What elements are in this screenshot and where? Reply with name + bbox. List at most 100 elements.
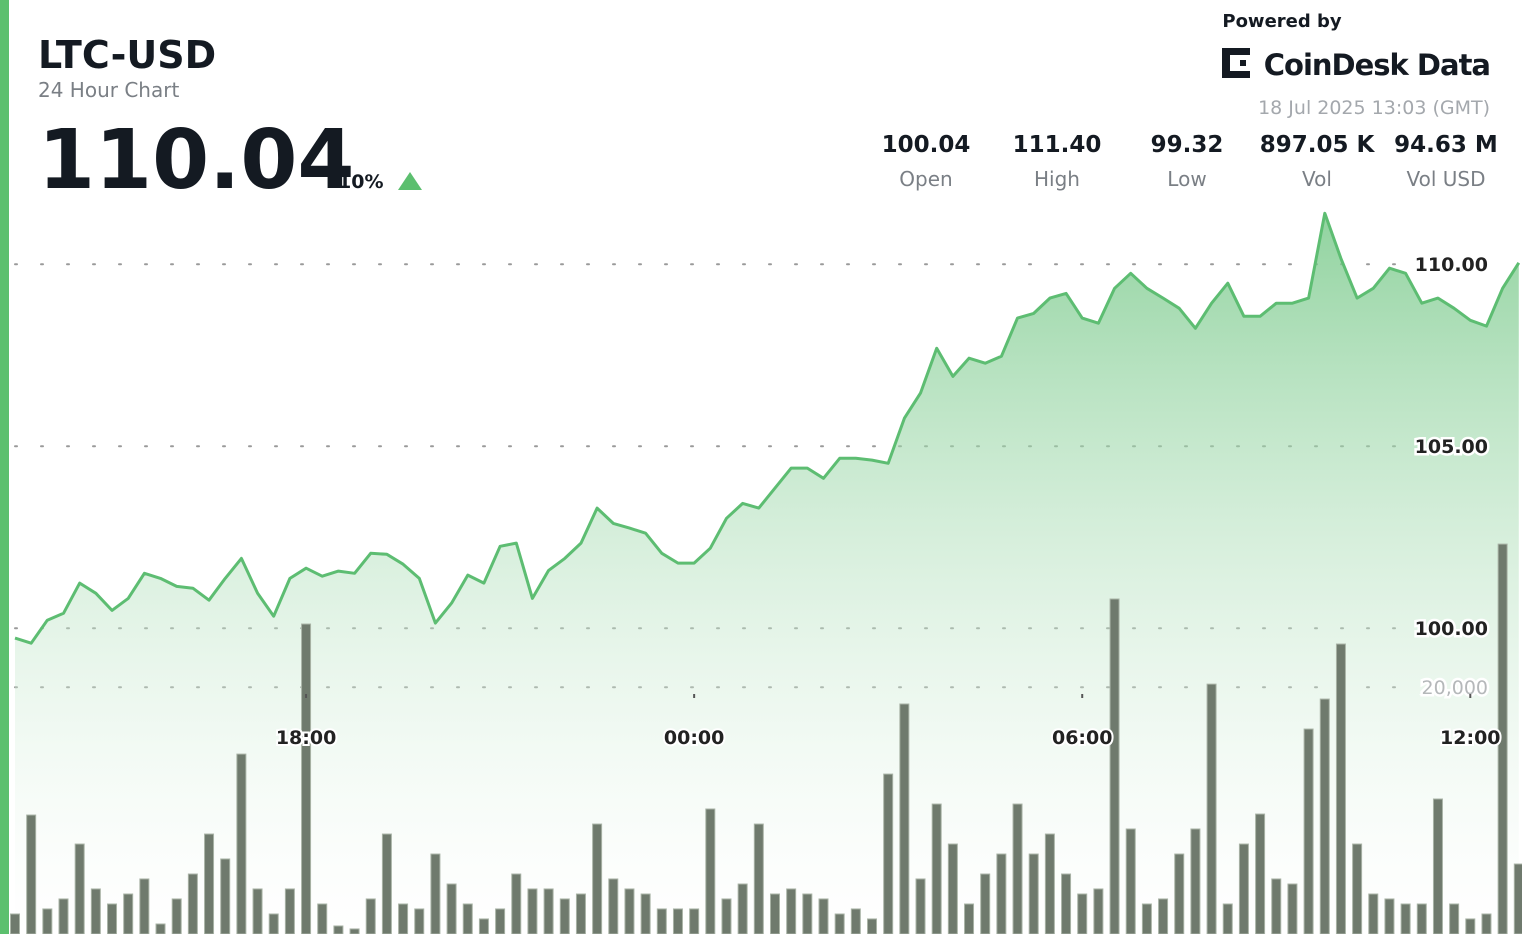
volume-bar — [867, 918, 878, 934]
volume-bar — [74, 843, 85, 934]
volume-bar — [980, 873, 991, 934]
volume-bar — [608, 878, 619, 934]
volume-bar — [107, 903, 118, 934]
stat-label: Open — [899, 167, 952, 191]
volume-bar — [1271, 878, 1282, 934]
volume-bar — [1465, 918, 1476, 934]
stat-label: Vol USD — [1406, 167, 1485, 191]
volume-bar — [414, 908, 425, 934]
stat-value: 99.32 — [1151, 132, 1224, 158]
brand: CoinDesk Data — [1264, 48, 1490, 82]
volume-bar — [446, 883, 457, 934]
area-fill — [15, 213, 1519, 934]
volume-bar — [430, 853, 441, 934]
volume-bar — [1368, 893, 1379, 934]
volume-bar — [90, 888, 101, 934]
volume-bar — [1352, 843, 1363, 934]
volume-bar — [284, 888, 295, 934]
volume-bar — [511, 873, 522, 934]
volume-bar — [171, 898, 182, 934]
volume-bar — [672, 908, 683, 934]
price-line — [14, 211, 1521, 645]
volume-bar — [495, 908, 506, 934]
volume-bar — [527, 888, 538, 934]
volume-bar — [123, 893, 134, 934]
volume-bar — [58, 898, 69, 934]
volume-bar — [1303, 728, 1314, 934]
volume-bar — [543, 888, 554, 934]
x-tick-label: 18:00 — [276, 727, 336, 749]
volume-bar — [1028, 853, 1039, 934]
volume-bar — [575, 893, 586, 934]
volume-bar — [365, 898, 376, 934]
volume-bar — [689, 908, 700, 934]
volume-bar — [252, 888, 263, 934]
x-tick-label: 06:00 — [1052, 727, 1112, 749]
volume-bar — [155, 923, 166, 934]
volume-bar — [398, 903, 409, 934]
volume-bar — [1255, 813, 1266, 934]
volume-bar — [947, 843, 958, 934]
volume-bar — [1238, 843, 1249, 934]
volume-bar — [592, 823, 603, 934]
change: 10% — [338, 171, 383, 193]
volume-bar — [624, 888, 635, 934]
volume-bar — [1319, 698, 1330, 934]
stat-value: 897.05 K — [1260, 132, 1376, 158]
volume-bar — [1432, 798, 1443, 934]
volume-bar — [462, 903, 473, 934]
volume-bar — [1287, 883, 1298, 934]
volume-bar — [1481, 913, 1492, 934]
volume-bar — [559, 898, 570, 934]
volume-bar — [381, 833, 392, 934]
brand-logo — [1222, 48, 1250, 78]
volume-bar — [187, 873, 198, 934]
x-tick-label: 00:00 — [664, 727, 724, 749]
volume-bar — [705, 808, 716, 934]
volume-bar — [996, 853, 1007, 934]
volume-bar — [1384, 898, 1395, 934]
volume-bar — [1125, 828, 1136, 934]
volume-bar — [268, 913, 279, 934]
stat-value: 111.40 — [1013, 132, 1102, 158]
timestamp: 18 Jul 2025 13:03 (GMT) — [1258, 97, 1490, 119]
volume-bar — [915, 878, 926, 934]
volume-bar — [1513, 863, 1522, 934]
volume-bar — [204, 833, 215, 934]
volume-bar — [1400, 903, 1411, 934]
volume-bar — [899, 703, 910, 934]
volume-bar — [349, 928, 360, 934]
stat-label: Low — [1167, 167, 1206, 191]
volume-bar — [1449, 903, 1460, 934]
volume-bar — [1093, 888, 1104, 934]
volume-bar — [1077, 893, 1088, 934]
volume-bar — [220, 858, 231, 934]
volume-bar — [737, 883, 748, 934]
volume-bar — [1497, 543, 1508, 934]
plot: 100.00 105.00 110.00 20,000 18:00 00:00 06:00 1… — [10, 211, 1522, 934]
volume-bar — [1012, 803, 1023, 934]
volume-bar — [931, 803, 942, 934]
volume-bar — [656, 908, 667, 934]
volume-bar — [834, 913, 845, 934]
volume-bar — [478, 918, 489, 934]
volume-bar — [964, 903, 975, 934]
volume-bar — [1335, 643, 1346, 934]
stat-label: High — [1034, 167, 1080, 191]
x-tick-label: 12:00 — [1440, 727, 1500, 749]
volume-bar — [301, 623, 312, 934]
volume-bar — [753, 823, 764, 934]
stat-value: 100.04 — [882, 132, 971, 158]
volume-bar — [236, 753, 247, 934]
volume-bar — [786, 888, 797, 934]
volume-bar — [139, 878, 150, 934]
y-tick-label: 110.00 — [1415, 254, 1488, 276]
volume-bar — [1158, 898, 1169, 934]
price: 110.04 — [38, 113, 354, 208]
volume-bar — [1190, 828, 1201, 934]
up-arrow — [398, 172, 422, 190]
volume-bar — [1109, 598, 1120, 934]
volume-bar — [317, 903, 328, 934]
